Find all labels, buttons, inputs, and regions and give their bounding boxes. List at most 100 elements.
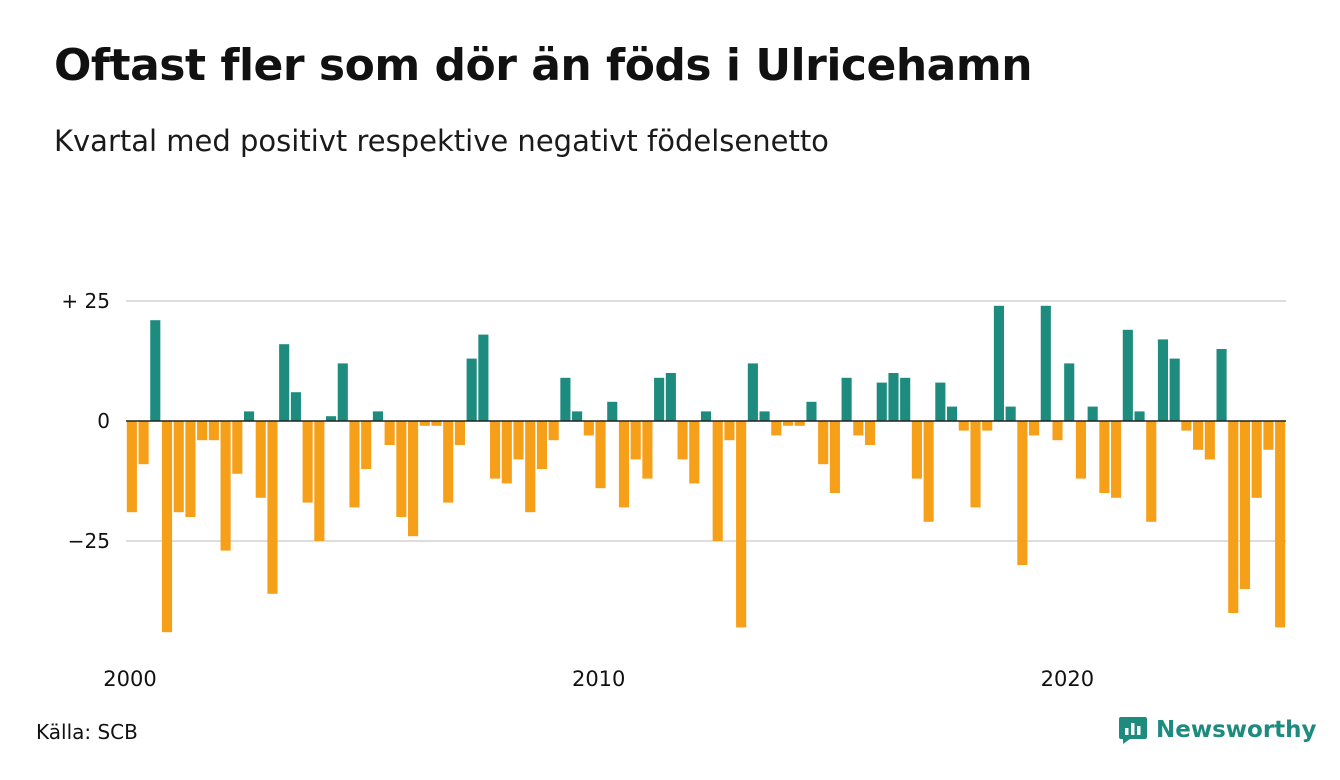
bar-positive [759, 411, 770, 421]
bar-negative [384, 421, 395, 445]
bar-negative [361, 421, 372, 469]
bar-negative [642, 421, 653, 479]
bar-positive [935, 382, 946, 421]
bar-negative [1193, 421, 1204, 450]
bar-negative [208, 421, 219, 441]
bar-negative [126, 421, 137, 513]
bar-negative [232, 421, 243, 474]
bar-negative [724, 421, 735, 441]
bar-negative [618, 421, 630, 508]
bar-negative [595, 421, 606, 489]
bar-negative [431, 421, 442, 426]
axis-labels: + 25 0 −25 2000 2010 2020 [61, 289, 1094, 691]
bar-negative [490, 421, 501, 479]
brand-name: Newsworthy [1156, 717, 1317, 743]
bar-negative [1146, 421, 1157, 522]
bar-positive [478, 334, 489, 421]
bar-negative [1099, 421, 1110, 493]
x-tick-label: 2000 [103, 667, 156, 691]
bar-negative [197, 421, 208, 441]
bar-negative [1111, 421, 1122, 498]
chart-title: Oftast fler som dör än föds i Ulricehamn [54, 40, 1033, 91]
bar-positive [993, 305, 1004, 421]
bar-negative [1075, 421, 1087, 479]
bar-negative [771, 421, 782, 436]
bar-negative [513, 421, 524, 460]
bar-negative [267, 421, 278, 594]
bar-negative [1228, 421, 1239, 613]
y-tick-label: −25 [68, 529, 110, 553]
bar-positive [243, 411, 255, 421]
bar-negative [1251, 421, 1262, 498]
bar-chart: + 25 0 −25 2000 2010 2020 [61, 289, 1286, 691]
bar-negative [677, 421, 688, 460]
bar-negative [525, 421, 536, 513]
bar-positive [947, 406, 958, 421]
bars [126, 305, 1286, 633]
bar-negative [302, 421, 313, 503]
bar-positive [1216, 349, 1227, 421]
source-note: Källa: SCB [36, 720, 138, 744]
bar-positive [1005, 406, 1016, 421]
bar-positive [806, 401, 817, 421]
bar-negative [583, 421, 594, 436]
bar-negative [173, 421, 184, 513]
bar-positive [279, 344, 290, 421]
bar-chart-icon [1119, 717, 1147, 744]
bar-negative [185, 421, 196, 517]
bar-negative [630, 421, 641, 460]
bar-negative [443, 421, 454, 503]
bar-negative [548, 421, 559, 441]
bar-negative [349, 421, 360, 508]
x-tick-label: 2010 [572, 667, 625, 691]
bar-positive [654, 377, 665, 421]
bar-negative [138, 421, 149, 465]
bar-positive [466, 358, 477, 421]
bar-negative [970, 421, 981, 508]
bar-positive [1040, 305, 1051, 421]
bar-positive [325, 416, 337, 421]
bar-positive [290, 392, 301, 421]
bar-positive [665, 373, 676, 421]
bar-negative [689, 421, 700, 484]
bar-positive [607, 401, 618, 421]
bar-positive [900, 377, 911, 421]
bar-negative [1052, 421, 1063, 441]
bar-negative [958, 421, 969, 431]
bar-negative [923, 421, 934, 522]
bar-negative [1017, 421, 1028, 565]
bar-positive [1087, 406, 1098, 421]
bar-negative [911, 421, 922, 479]
bar-positive [888, 373, 899, 421]
bar-negative [255, 421, 266, 498]
bar-positive [1157, 339, 1169, 421]
bar-negative [314, 421, 325, 541]
bar-negative [419, 421, 430, 426]
bar-positive [572, 411, 583, 421]
bar-negative [396, 421, 407, 517]
bar-positive [560, 377, 571, 421]
bar-positive [1064, 363, 1075, 421]
bar-negative [864, 421, 876, 445]
y-tick-label: + 25 [61, 289, 110, 313]
bar-negative [536, 421, 548, 469]
bar-positive [1134, 411, 1145, 421]
bar-negative [736, 421, 747, 628]
bar-negative [1239, 421, 1251, 589]
bar-positive [372, 411, 383, 421]
bar-negative [1181, 421, 1192, 431]
bar-negative [1029, 421, 1040, 436]
x-tick-label: 2020 [1041, 667, 1094, 691]
bar-negative [712, 421, 723, 541]
bar-negative [982, 421, 993, 431]
bar-negative [1263, 421, 1274, 450]
bar-positive [1122, 329, 1133, 421]
bar-negative [794, 421, 805, 426]
bar-negative [782, 421, 794, 426]
chart-subtitle: Kvartal med positivt respektive negativt… [54, 124, 829, 158]
bar-negative [853, 421, 864, 436]
bar-positive [700, 411, 712, 421]
bar-positive [1169, 358, 1180, 421]
bar-negative [501, 421, 512, 484]
bar-negative [454, 421, 465, 445]
